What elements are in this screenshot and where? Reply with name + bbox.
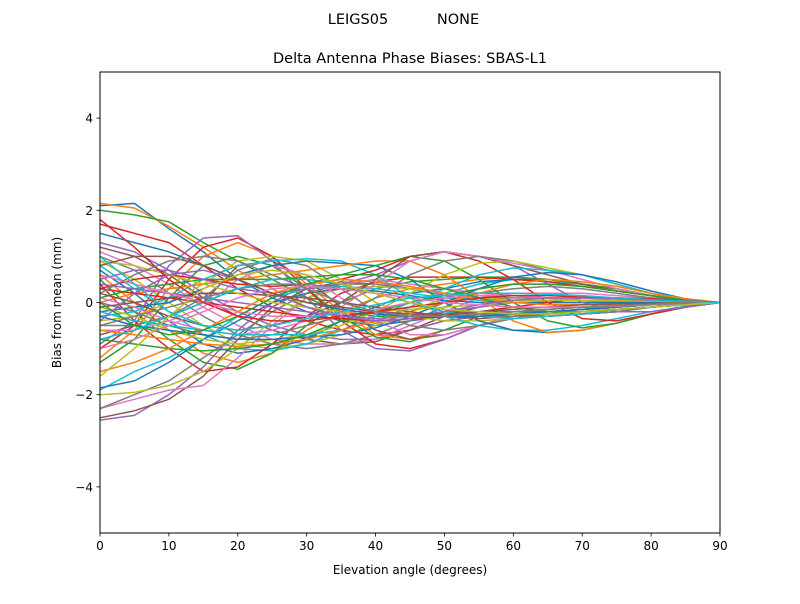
- x-axis-label: Elevation angle (degrees): [333, 563, 487, 577]
- x-tick-label: 50: [437, 539, 452, 553]
- y-tick-label: 2: [85, 204, 93, 218]
- x-tick-label: 90: [712, 539, 727, 553]
- series-line: [99, 285, 721, 396]
- series-line: [99, 255, 721, 318]
- series-line: [99, 255, 721, 315]
- series-line: [99, 269, 721, 377]
- y-tick-label: 0: [85, 296, 93, 310]
- x-tick-label: 60: [506, 539, 521, 553]
- x-tick-label: 40: [368, 539, 383, 553]
- series-line: [99, 260, 721, 313]
- series-line: [99, 255, 721, 331]
- y-tick-label: −2: [75, 388, 93, 402]
- x-tick-label: 20: [230, 539, 245, 553]
- y-axis-label: Bias from mean (mm): [50, 237, 64, 368]
- x-tick-label: 0: [96, 539, 104, 553]
- suptitle-radome: NONE: [437, 12, 479, 28]
- x-tick-label: 80: [643, 539, 658, 553]
- chart-title: Delta Antenna Phase Biases: SBAS-L1: [273, 51, 547, 67]
- x-axis: 0 10 20 30 40 50 60 70 80 90: [96, 533, 728, 553]
- x-tick-label: 30: [299, 539, 314, 553]
- series-line: [99, 255, 721, 350]
- x-tick-label: 10: [161, 539, 176, 553]
- series-group: [99, 202, 721, 421]
- y-tick-label: 4: [85, 112, 93, 126]
- x-tick-label: 70: [575, 539, 590, 553]
- y-tick-label: −4: [75, 480, 93, 494]
- y-axis: −4 −2 0 2 4: [75, 112, 100, 494]
- series-line: [99, 269, 721, 322]
- suptitle-antenna: LEIGS05: [328, 12, 388, 28]
